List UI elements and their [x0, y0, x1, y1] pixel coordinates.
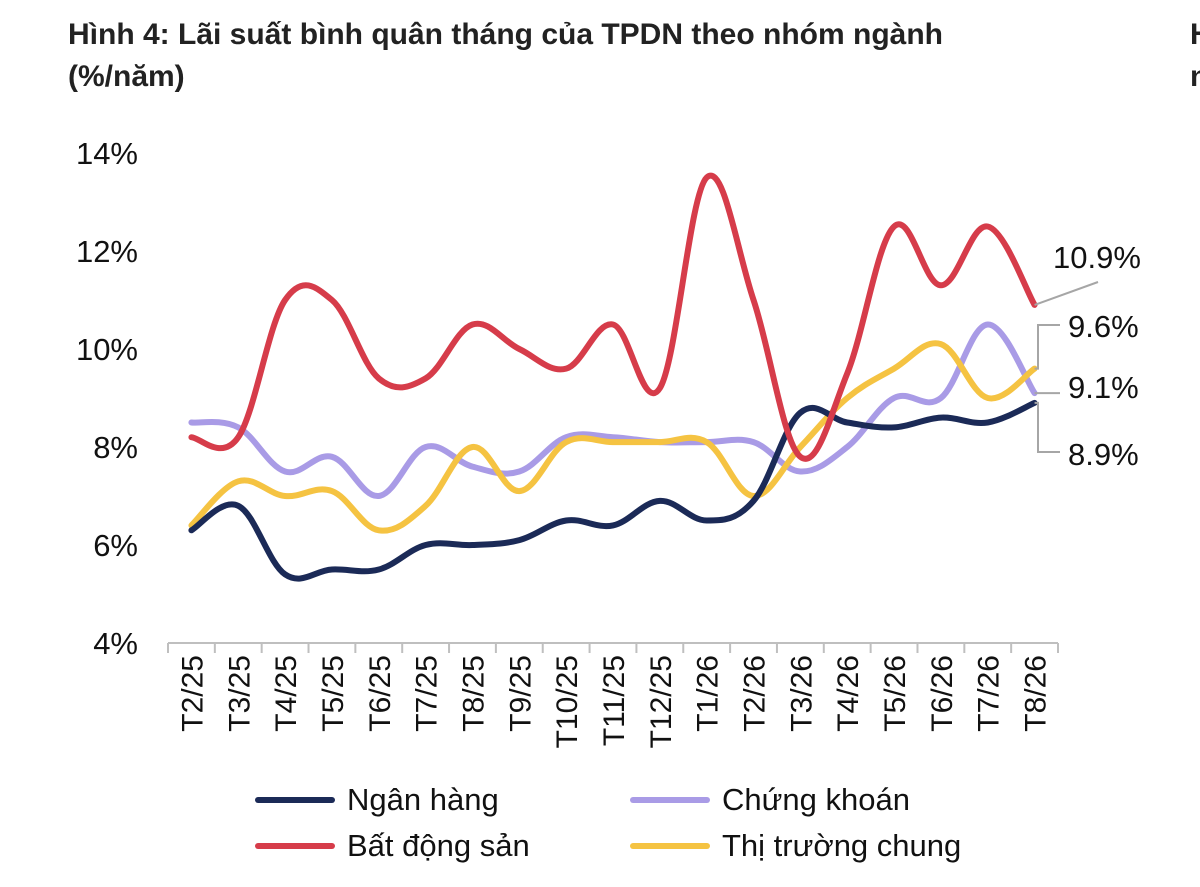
end-label-leader	[1034, 401, 1060, 453]
y-tick-label: 8%	[93, 430, 138, 465]
x-tick-label: T5/25	[317, 655, 350, 732]
x-tick-label: T6/26	[926, 655, 959, 732]
x-tick-label: T4/25	[270, 655, 303, 732]
x-tick-label: T9/25	[504, 655, 537, 732]
x-tick-label: T6/25	[364, 655, 397, 732]
x-tick-label: T3/25	[223, 655, 256, 732]
x-tick-label: T8/25	[457, 655, 490, 732]
x-tick-label: T11/25	[598, 655, 631, 746]
legend-label: Thị trường chung	[722, 828, 962, 863]
legend-label: Ngân hàng	[347, 782, 499, 817]
legend-item-bat-dong-san: Bất động sản	[255, 828, 530, 864]
y-tick-label: 4%	[93, 626, 138, 661]
legend-swatch-thi-truong-chung	[630, 843, 710, 849]
chart-title: Hình 4: Lãi suất bình quân tháng của TPD…	[68, 14, 1068, 98]
x-tick-label: T3/26	[785, 655, 818, 732]
legend-item-thi-truong-chung: Thị trường chung	[630, 828, 961, 864]
x-tick-label: T12/25	[645, 655, 678, 748]
series-line-ngan-hang	[188, 399, 1038, 582]
end-value-label: 9.6%	[1068, 309, 1139, 344]
adjacent-figure-title-fragment: H n	[1190, 14, 1200, 98]
chart-axes: 4% 6% 8% 10% 12% 14% T2/25 T3/25 T4/25 T5/25 T6/25…	[76, 136, 1059, 748]
end-value-label: 10.9%	[1053, 240, 1141, 275]
adjacent-title-fragment-1: H	[1190, 14, 1200, 56]
series-line-chung-khoan	[188, 321, 1038, 499]
legend-item-chung-khoan: Chứng khoán	[630, 782, 910, 818]
adjacent-title-fragment-2: n	[1190, 60, 1200, 93]
x-tick-label: T10/25	[551, 655, 584, 748]
x-tick-label: T2/25	[176, 655, 209, 732]
x-tick-label: T8/26	[1020, 655, 1053, 732]
legend-label: Bất động sản	[347, 828, 530, 863]
legend-swatch-bat-dong-san	[255, 843, 335, 849]
chart-title-line-1: Hình 4: Lãi suất bình quân tháng của TPD…	[68, 18, 943, 51]
chart-series	[188, 172, 1038, 582]
y-tick-label: 6%	[93, 528, 138, 563]
chart-end-labels: 10.9% 9.6% 9.1% 8.9%	[1034, 240, 1141, 472]
x-tick-label: T7/25	[411, 655, 444, 732]
legend-item-ngan-hang: Ngân hàng	[255, 782, 499, 818]
y-tick-label: 10%	[76, 332, 138, 367]
legend-swatch-chung-khoan	[630, 797, 710, 803]
chart-title-line-2: (%/năm)	[68, 60, 185, 93]
y-tick-label: 14%	[76, 136, 138, 171]
series-line-thi-truong-chung	[188, 340, 1038, 534]
x-tick-label: T7/26	[973, 655, 1006, 732]
end-label-leader	[1034, 324, 1060, 370]
x-tick-label: T4/26	[832, 655, 865, 732]
series-line-bat-dong-san	[188, 172, 1038, 462]
x-tick-label: T5/26	[879, 655, 912, 732]
end-label-leader	[1034, 281, 1099, 306]
x-tick-label: T2/26	[739, 655, 772, 732]
legend-label: Chứng khoán	[722, 782, 910, 817]
end-value-label: 9.1%	[1068, 370, 1139, 405]
x-tick-label: T1/26	[692, 655, 725, 732]
end-value-label: 8.9%	[1068, 437, 1139, 472]
legend-swatch-ngan-hang	[255, 797, 335, 803]
y-tick-label: 12%	[76, 234, 138, 269]
